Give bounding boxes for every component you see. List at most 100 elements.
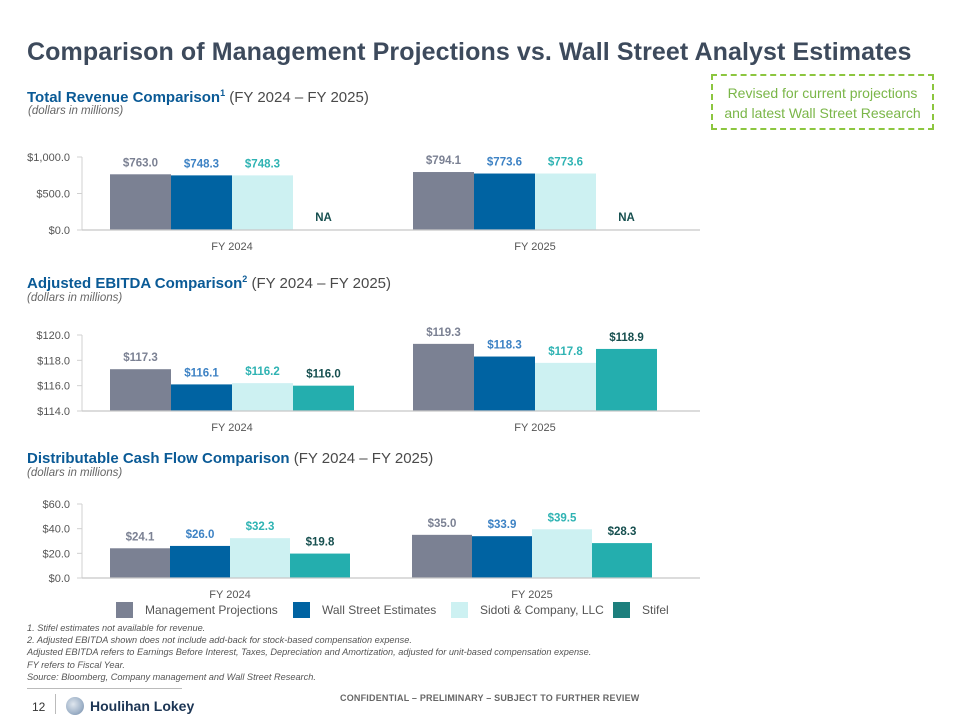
legend-label-stifel: Stifel	[642, 603, 669, 617]
y-tick-label: $60.0	[42, 499, 70, 511]
data-label: $118.3	[487, 340, 522, 352]
y-tick-label: $20.0	[42, 548, 70, 560]
bar-sidoti-fy-2024	[232, 175, 293, 230]
callout-line-2: and latest Wall Street Research	[724, 105, 921, 121]
bar-wall-street-fy-2025	[472, 536, 532, 578]
revenue-units: (dollars in millions)	[28, 105, 124, 117]
y-tick-label: $500.0	[36, 189, 70, 201]
data-label: $118.9	[609, 332, 644, 344]
y-tick-label: $118.0	[37, 355, 70, 367]
footnote-ebitda-definition: Adjusted EBITDA refers to Earnings Befor…	[27, 647, 592, 658]
data-label: $26.0	[186, 529, 215, 541]
bar-stifel-fy-2024	[293, 385, 354, 411]
bar-sidoti-fy-2025	[535, 362, 596, 411]
data-label-na: NA	[618, 212, 635, 224]
bar-wall-street-fy-2024	[171, 175, 232, 230]
legend-item-stifel: Stifel	[613, 602, 669, 618]
bar-stifel-fy-2025	[592, 543, 652, 578]
data-label: $116.1	[184, 367, 219, 379]
y-tick-label: $0.0	[49, 573, 70, 585]
bar-stifel-fy-2025	[596, 348, 657, 411]
ebitda-heading-range: (FY 2024 – FY 2025)	[247, 275, 392, 292]
data-label: $117.3	[123, 352, 158, 364]
page-number: 12	[32, 700, 46, 714]
x-category-label: FY 2024	[209, 589, 250, 601]
legend-item-sidoti: Sidoti & Company, LLC	[451, 602, 604, 618]
legend-swatch-management	[116, 602, 133, 618]
bar-management-fy-2025	[412, 534, 472, 578]
legend-label-management: Management Projections	[145, 603, 278, 617]
footnote-fy-definition: FY refers to Fiscal Year.	[27, 659, 125, 670]
y-tick-label: $0.0	[49, 225, 70, 237]
bar-management-fy-2024	[110, 548, 170, 578]
data-label: $33.9	[488, 519, 517, 531]
y-tick-label: $120.0	[36, 330, 70, 342]
dcf-heading-bold: Distributable Cash Flow Comparison	[27, 450, 290, 467]
data-label: $35.0	[428, 518, 457, 530]
data-label: $116.0	[306, 369, 341, 381]
footnote-source: Source: Bloomberg, Company management an…	[27, 671, 316, 682]
legend-swatch-sidoti	[451, 602, 468, 618]
x-category-label: FY 2025	[514, 422, 555, 434]
bar-wall-street-fy-2025	[474, 173, 535, 230]
bar-sidoti-fy-2025	[532, 529, 592, 578]
data-label: $117.8	[548, 346, 583, 358]
bar-management-fy-2025	[413, 343, 474, 411]
x-category-label: FY 2025	[511, 589, 552, 601]
legend-item-wall-street: Wall Street Estimates	[293, 602, 436, 618]
footnotes: 1. Stifel estimates not available for re…	[27, 622, 591, 683]
bar-management-fy-2024	[110, 174, 171, 230]
data-label: $39.5	[548, 512, 577, 524]
data-label: $773.6	[548, 157, 583, 169]
data-label: $763.0	[123, 157, 158, 169]
footer-divider	[27, 688, 182, 689]
footer-separator	[55, 694, 56, 714]
legend-label-sidoti: Sidoti & Company, LLC	[480, 603, 604, 617]
data-label: $32.3	[246, 521, 275, 533]
y-tick-label: $40.0	[42, 524, 70, 536]
company-name: Houlihan Lokey	[90, 698, 195, 714]
data-label-na: NA	[315, 212, 332, 224]
bar-sidoti-fy-2024	[232, 383, 293, 411]
ebitda-heading: Adjusted EBITDA Comparison2 (FY 2024 – F…	[27, 274, 391, 292]
dcf-heading: Distributable Cash Flow Comparison (FY 2…	[27, 450, 433, 467]
callout-line-1: Revised for current projections	[727, 85, 918, 101]
legend-swatch-wall-street	[293, 602, 310, 618]
data-label: $119.3	[426, 327, 461, 339]
revenue-heading-range: (FY 2024 – FY 2025)	[225, 89, 369, 106]
y-tick-label: $1,000.0	[27, 152, 70, 164]
y-tick-label: $116.0	[37, 381, 70, 393]
houlihan-lokey-logo-icon	[66, 697, 84, 715]
ebitda-units: (dollars in millions)	[27, 292, 123, 304]
y-tick-label: $114.0	[37, 406, 70, 418]
x-category-label: FY 2025	[514, 241, 555, 253]
bar-wall-street-fy-2024	[171, 384, 232, 411]
x-category-label: FY 2024	[211, 422, 252, 434]
bar-stifel-fy-2024	[290, 553, 350, 578]
data-label: $794.1	[426, 155, 462, 167]
x-category-label: FY 2024	[211, 241, 252, 253]
legend-label-wall-street: Wall Street Estimates	[322, 603, 437, 617]
page-title: Comparison of Management Projections vs.…	[27, 38, 912, 66]
confidentiality-notice: CONFIDENTIAL – PRELIMINARY – SUBJECT TO …	[340, 693, 640, 703]
ebitda-footnote-ref: 2	[242, 274, 248, 284]
dcf-chart: $0.0 $20.0 $40.0 $60.0 $24.1 $26.0 $32.3 $19.8 F…	[42, 499, 700, 601]
bar-sidoti-fy-2025	[535, 173, 596, 230]
ebitda-chart: $114.0 $116.0 $118.0 $120.0 $117.3 $116.1 $116…	[36, 327, 700, 434]
ebitda-heading-bold: Adjusted EBITDA Comparison	[27, 275, 243, 292]
bar-wall-street-fy-2025	[474, 356, 535, 411]
footnote-2: 2. Adjusted EBITDA shown does not includ…	[27, 635, 412, 646]
bar-management-fy-2024	[110, 369, 171, 411]
revenue-footnote-ref: 1	[220, 88, 226, 98]
revenue-heading-bold: Total Revenue Comparison	[27, 89, 221, 106]
bar-wall-street-fy-2024	[170, 545, 230, 578]
chart-legend: Management Projections Wall Street Estim…	[116, 602, 696, 620]
data-label: $748.3	[245, 158, 280, 170]
data-label: $28.3	[608, 526, 637, 538]
bar-management-fy-2025	[413, 172, 474, 230]
data-label: $116.2	[245, 366, 280, 378]
revision-callout: Revised for current projections and late…	[711, 74, 934, 130]
revenue-heading: Total Revenue Comparison1 (FY 2024 – FY …	[27, 88, 369, 106]
data-label: $24.1	[126, 531, 155, 543]
legend-swatch-stifel	[613, 602, 630, 618]
